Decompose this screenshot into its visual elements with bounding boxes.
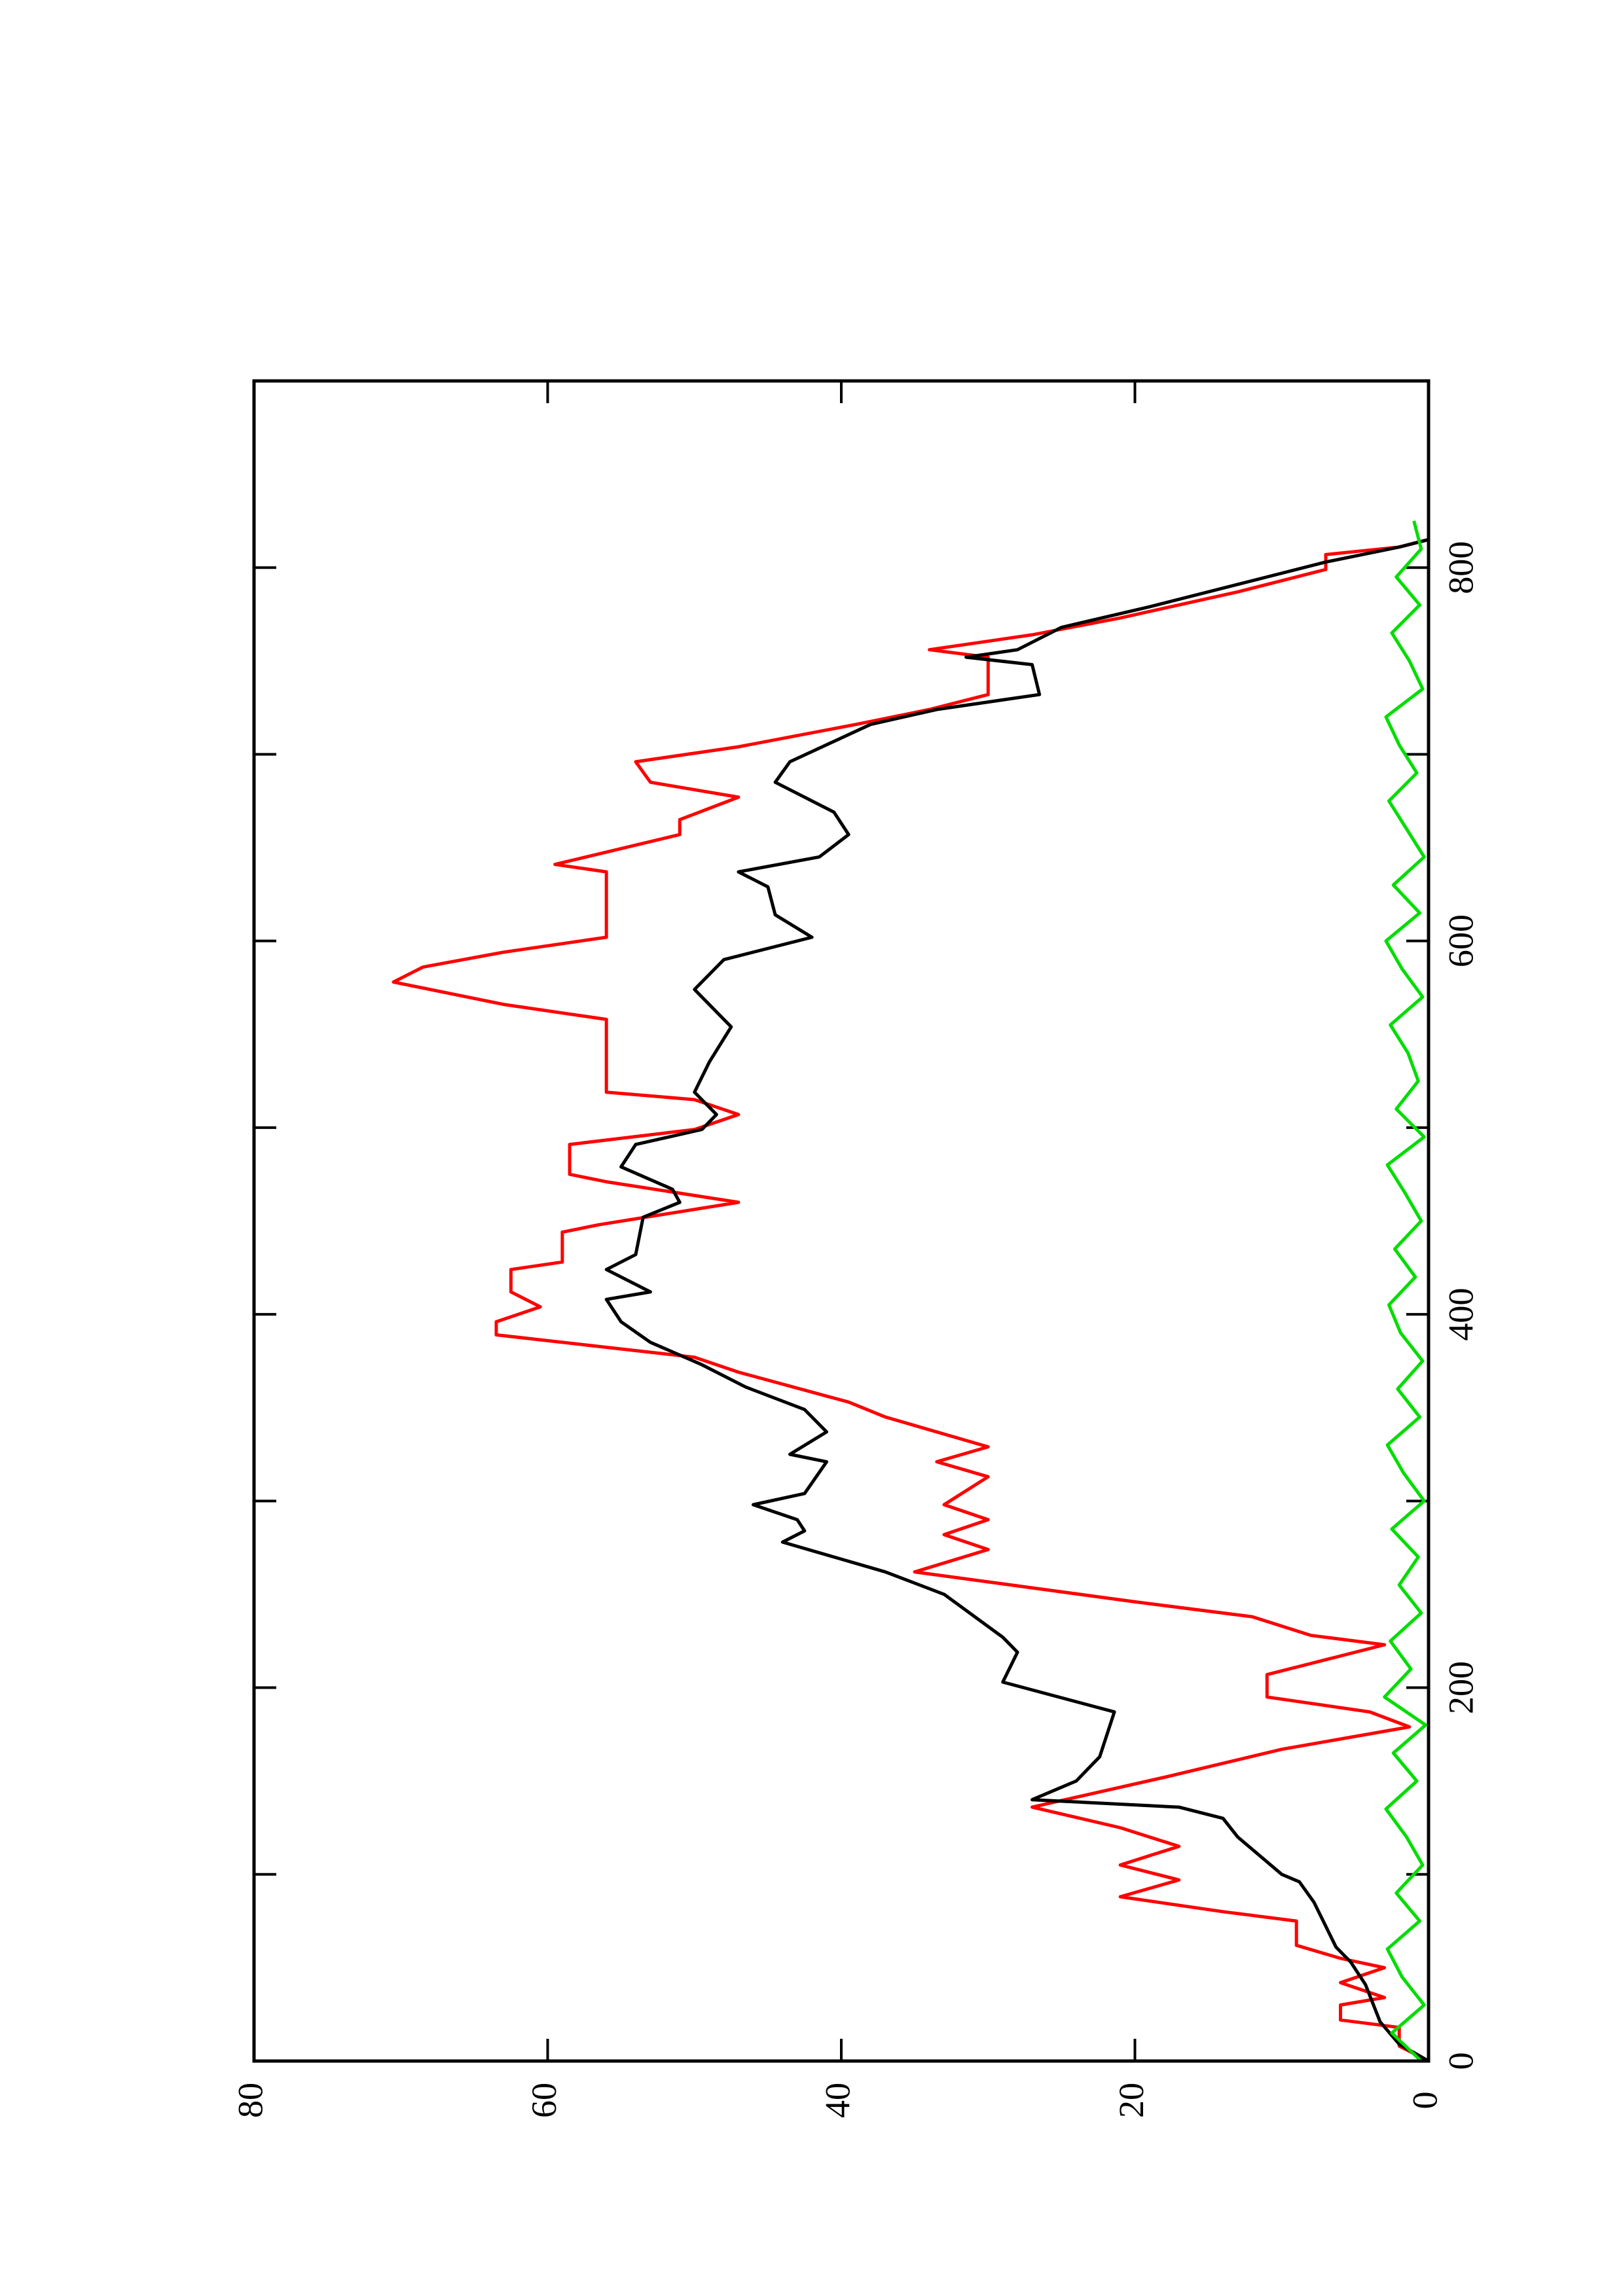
x-tick-label: 600 <box>1441 914 1480 967</box>
x-tick-label: 0 <box>1441 2053 1480 2070</box>
x-tick-label: 800 <box>1441 541 1480 594</box>
y-tick-label: 80 <box>230 2083 270 2118</box>
data-line <box>604 537 1430 2063</box>
data-line <box>392 537 1430 2063</box>
data-line <box>1383 520 1427 2062</box>
y-tick-label: 60 <box>524 2083 564 2118</box>
y-tick-label: 0 <box>1405 2092 1444 2109</box>
plot-frame <box>252 379 1431 2063</box>
y-tick-label: 40 <box>818 2083 857 2118</box>
x-tick-label: 400 <box>1441 1288 1480 1341</box>
x-tick-label: 200 <box>1441 1661 1480 1714</box>
y-tick-label: 20 <box>1112 2083 1151 2118</box>
